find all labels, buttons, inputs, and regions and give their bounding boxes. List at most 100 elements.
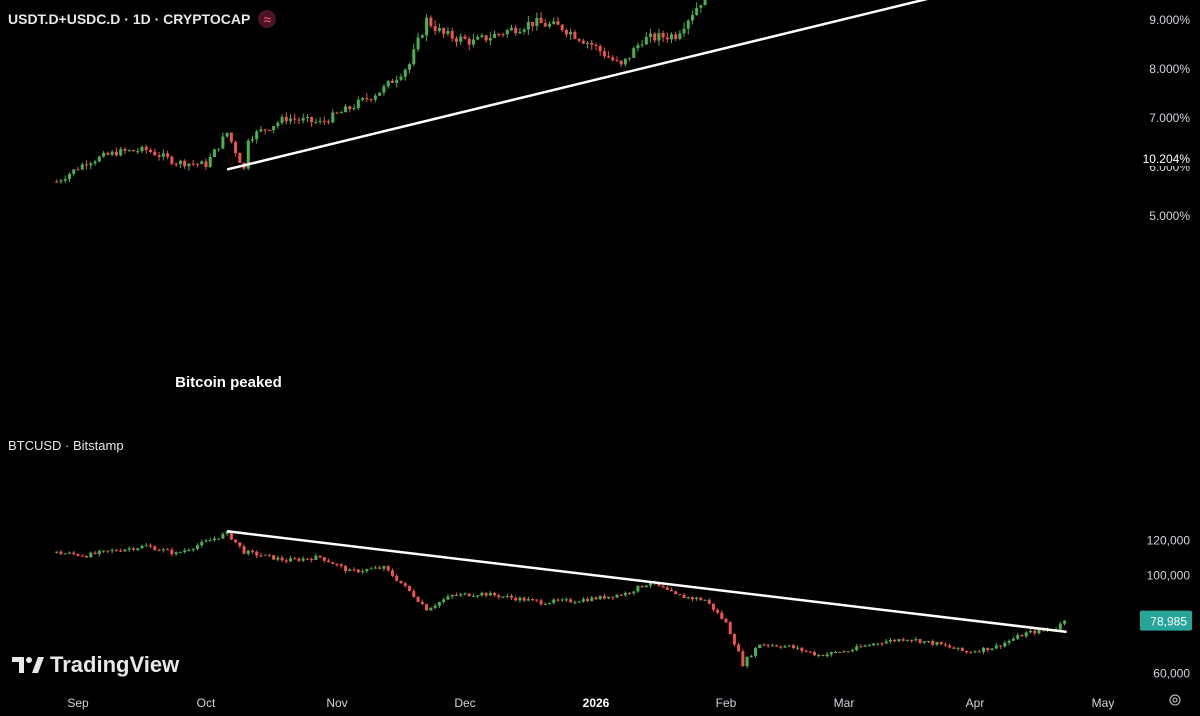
lower-candle xyxy=(745,657,749,667)
lower-candle xyxy=(910,639,914,641)
lower-candle xyxy=(994,645,998,649)
lower-candle xyxy=(195,545,199,549)
upper-candle xyxy=(144,146,148,150)
upper-candle xyxy=(212,149,216,158)
lower-candle xyxy=(344,565,348,572)
lower-candle xyxy=(943,644,947,646)
upper-candle xyxy=(535,17,539,26)
upper-candle xyxy=(114,151,118,156)
upper-last-value-bg xyxy=(1140,150,1200,166)
lower-candle xyxy=(690,597,694,600)
lower-last-value-badge xyxy=(1140,610,1192,631)
lower-candle xyxy=(927,640,931,642)
lower-candle xyxy=(93,552,97,554)
upper-candle xyxy=(543,23,547,27)
lower-candle xyxy=(289,558,293,562)
upper-candle xyxy=(331,112,335,123)
lower-candle xyxy=(931,640,935,645)
lower-candle xyxy=(399,580,403,584)
lower-candle xyxy=(855,646,859,651)
lower-candle xyxy=(255,551,259,556)
lower-candle xyxy=(395,575,399,581)
upper-candle xyxy=(55,181,59,183)
upper-y-tick-label: 8.000% xyxy=(1149,62,1190,76)
upper-candle xyxy=(636,45,640,49)
lower-candle xyxy=(948,645,952,648)
lower-candle xyxy=(76,554,80,556)
lower-candle xyxy=(732,634,736,645)
upper-candle xyxy=(238,153,242,163)
lower-candle xyxy=(488,592,492,596)
lower-candle xyxy=(1028,630,1032,633)
lower-candle xyxy=(577,601,581,603)
upper-candle xyxy=(484,35,488,41)
x-axis-tick-label: Sep xyxy=(67,696,89,710)
lower-candle xyxy=(127,548,131,550)
lower-candle xyxy=(615,594,619,598)
upper-candle xyxy=(442,28,446,34)
upper-candle xyxy=(149,149,153,152)
lower-candle xyxy=(914,639,918,641)
upper-y-tick-label: 5.000% xyxy=(1149,209,1190,223)
upper-candle xyxy=(690,15,694,21)
upper-candle xyxy=(234,141,238,154)
lower-candle xyxy=(825,654,829,657)
lower-candle xyxy=(493,592,497,596)
lower-trendline[interactable] xyxy=(226,530,1067,634)
lower-candle xyxy=(636,585,640,592)
upper-candle xyxy=(598,45,602,52)
lower-candle xyxy=(863,645,867,647)
upper-candle xyxy=(501,34,505,36)
upper-candle xyxy=(166,153,170,157)
lower-candle xyxy=(59,551,63,554)
upper-candle xyxy=(318,120,322,122)
lower-candle xyxy=(276,557,280,560)
upper-candle xyxy=(480,35,484,37)
upper-candle xyxy=(225,132,229,137)
lower-candle xyxy=(808,651,812,653)
lower-candle xyxy=(901,639,905,641)
upper-candle xyxy=(246,140,250,169)
upper-y-tick-label: 7.000% xyxy=(1149,111,1190,125)
upper-candle xyxy=(267,130,271,132)
upper-candle xyxy=(577,38,581,41)
upper-candle xyxy=(123,149,127,151)
lower-candle xyxy=(238,542,242,547)
lower-candle xyxy=(893,639,897,642)
x-axis-tick-label: Nov xyxy=(326,696,347,710)
upper-candle xyxy=(174,163,178,165)
upper-candle xyxy=(699,5,703,8)
x-axis-tick-label: 2026 xyxy=(583,696,610,710)
lower-candle xyxy=(85,555,89,558)
upper-trendline[interactable] xyxy=(226,0,1122,171)
lower-candle xyxy=(724,618,728,623)
lower-candle xyxy=(267,554,271,556)
lower-candle xyxy=(956,647,960,649)
lower-candle xyxy=(327,560,331,563)
upper-candle xyxy=(284,116,288,122)
upper-candle xyxy=(695,7,699,16)
upper-candle xyxy=(644,36,648,45)
wave-icon[interactable]: ≈ xyxy=(258,10,277,28)
lower-candle xyxy=(699,597,703,601)
lower-candle xyxy=(556,599,560,601)
lower-candle xyxy=(590,597,594,602)
upper-candle xyxy=(403,69,407,77)
upper-candle xyxy=(301,118,305,121)
lower-candle xyxy=(305,558,309,560)
lower-candle xyxy=(602,595,606,599)
lower-candle xyxy=(433,605,437,608)
lower-candle xyxy=(728,622,732,635)
lower-candle xyxy=(297,558,301,561)
lower-candle xyxy=(649,583,653,586)
lower-candle xyxy=(459,594,463,596)
x-axis-tick-label: Dec xyxy=(454,696,475,710)
tradingview-logo: TradingView xyxy=(12,652,179,678)
lower-candle xyxy=(369,568,373,570)
lower-candle xyxy=(969,652,973,654)
lower-candle xyxy=(408,585,412,591)
lower-candle xyxy=(335,563,339,565)
settings-gear-icon[interactable] xyxy=(1168,693,1182,707)
lower-candle xyxy=(442,599,446,603)
